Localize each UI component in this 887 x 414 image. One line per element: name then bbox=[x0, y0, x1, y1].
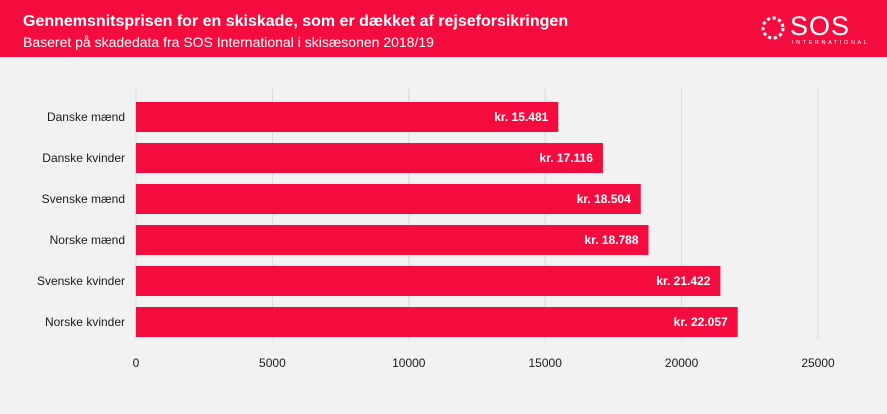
chart-subtitle: Baseret på skadedata fra SOS Internation… bbox=[23, 34, 434, 50]
logo-ring-icon bbox=[761, 16, 785, 40]
bar-value-label: kr. 18.788 bbox=[584, 233, 638, 247]
bar-value-label: kr. 18.504 bbox=[577, 192, 631, 206]
bar bbox=[136, 266, 721, 296]
category-label: Norske kvinder bbox=[45, 315, 125, 329]
bar-chart: 0 5000 10000 15000 20000 25000 Danske mænd kr. … bbox=[37, 88, 835, 370]
logo-subtext: INTERNATIONAL bbox=[792, 40, 870, 46]
x-tick-label: 0 bbox=[133, 356, 140, 370]
bar-value-label: kr. 17.116 bbox=[540, 151, 594, 165]
bar-value-label: kr. 15.481 bbox=[494, 110, 548, 124]
header-banner: Gennemsnitsprisen for en skiskade, som e… bbox=[0, 0, 887, 57]
x-tick-label: 15000 bbox=[529, 356, 563, 370]
category-label: Danske mænd bbox=[47, 110, 125, 124]
category-label: Svenske mænd bbox=[42, 192, 125, 206]
logo-wordmark: SOS bbox=[790, 11, 851, 41]
category-label: Norske mænd bbox=[50, 233, 125, 247]
bar-value-label: kr. 21.422 bbox=[656, 274, 710, 288]
bar bbox=[136, 102, 559, 132]
bar bbox=[136, 143, 603, 173]
x-tick-label: 25000 bbox=[801, 356, 835, 370]
bar bbox=[136, 307, 738, 337]
x-tick-label: 5000 bbox=[259, 356, 286, 370]
x-tick-label: 10000 bbox=[392, 356, 426, 370]
bar-value-label: kr. 22.057 bbox=[674, 315, 728, 329]
chart-title: Gennemsnitsprisen for en skiskade, som e… bbox=[23, 13, 569, 30]
category-label: Danske kvinder bbox=[42, 151, 125, 165]
category-label: Svenske kvinder bbox=[37, 274, 125, 288]
x-tick-label: 20000 bbox=[665, 356, 699, 370]
sos-logo: SOS INTERNATIONAL bbox=[760, 11, 870, 47]
bar bbox=[136, 184, 641, 214]
bar bbox=[136, 225, 649, 255]
